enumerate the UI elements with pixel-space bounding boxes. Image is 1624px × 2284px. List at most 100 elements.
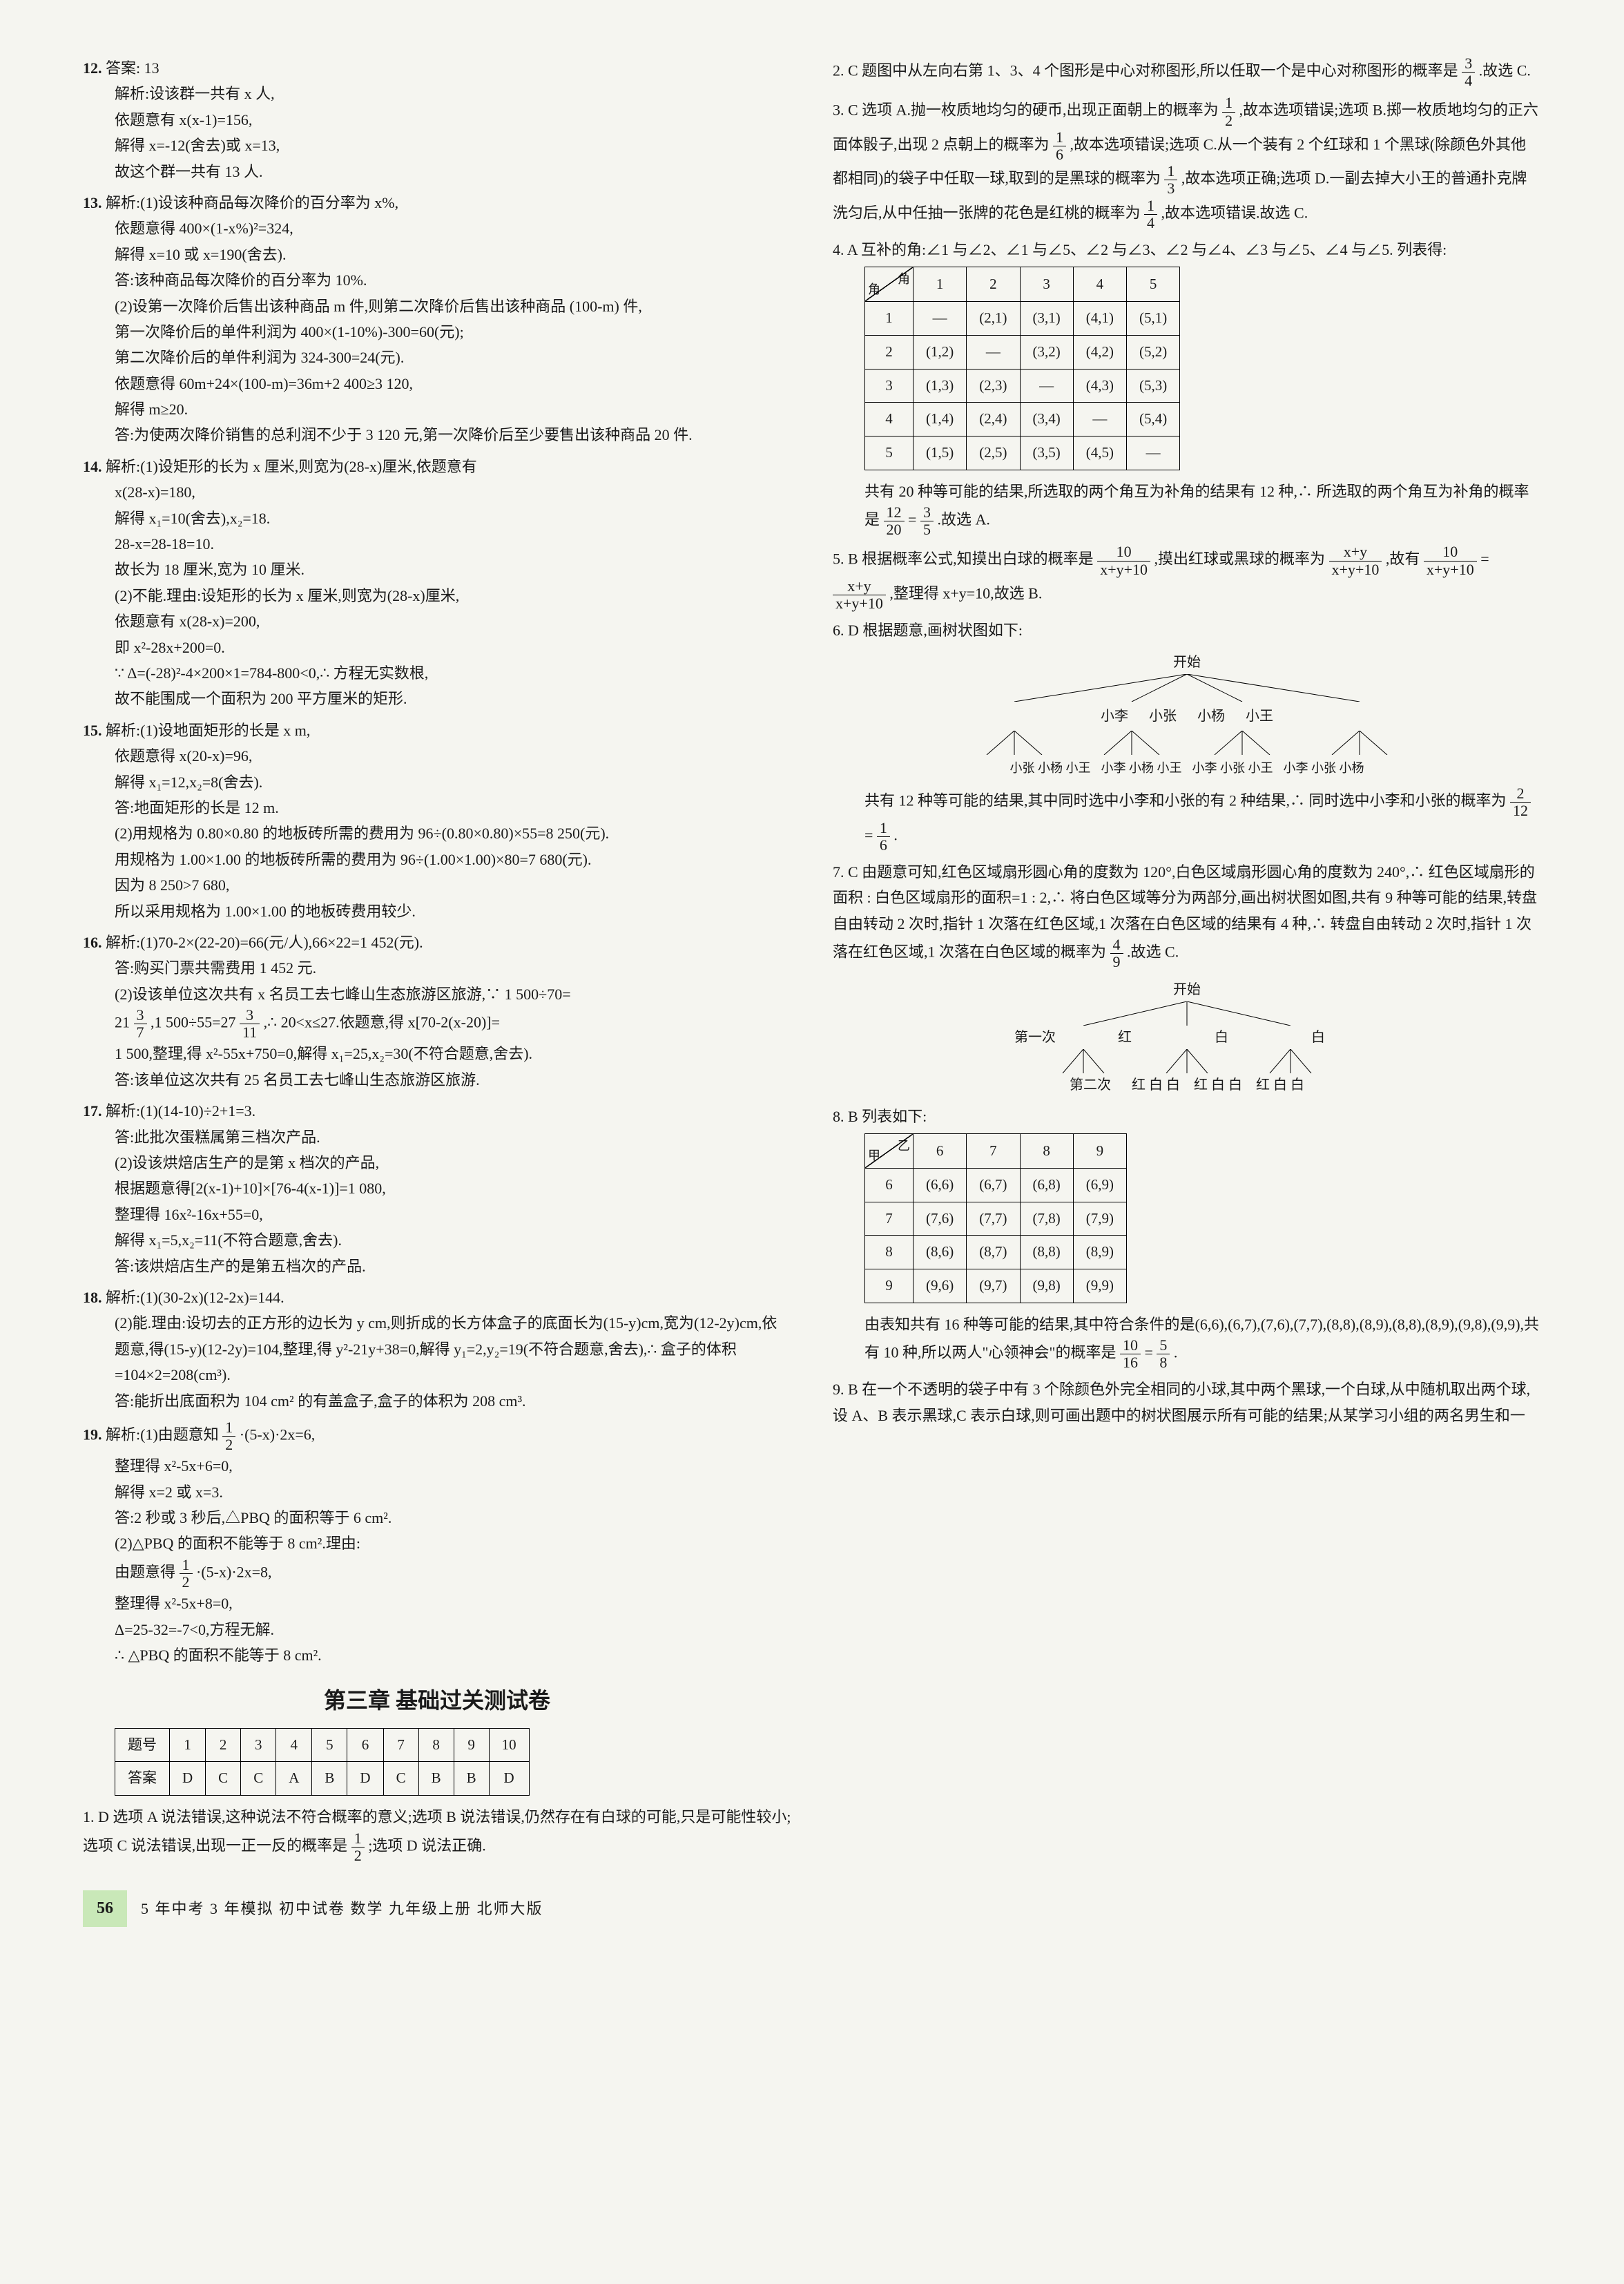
th-2: 2	[206, 1728, 241, 1762]
q7: 7. C 由题意可知,红色区域扇形圆心角的度数为 120°,白色区域扇形圆心角的…	[833, 859, 1541, 1097]
q19-l6: 由题意得 12 ·(5-x)·2x=8,	[83, 1557, 791, 1591]
q16-f-post: ,∴ 20<x≤27.依题意,得 x[70-2(x-20)]=	[264, 1014, 500, 1031]
q12-ans-label: 答案:	[106, 59, 140, 77]
table-row: 8(8,6)(8,7)(8,8)(8,9)	[865, 1236, 1127, 1269]
answer-table: 题号 1 2 3 4 5 6 7 8 9 10 答案 D C C A B D C	[115, 1728, 530, 1796]
q3-d3: 3	[1164, 180, 1177, 197]
tree-l2: 小张 小杨 小王 小李 小杨 小王 小李 小张 小王 小李 小张 小杨	[833, 758, 1541, 779]
q15: 15. 解析:(1)设地面矩形的长是 x m, 依题意得 x(20-x)=96,…	[83, 718, 791, 924]
c: (6,9)	[1073, 1168, 1126, 1202]
c: (6,6)	[914, 1168, 967, 1202]
tree-branch-icon	[1014, 1049, 1360, 1073]
tree-branch-icon	[1014, 1001, 1360, 1026]
c: (9,9)	[1073, 1269, 1126, 1303]
q16-f-mid: ,1 500÷55=27	[151, 1014, 235, 1031]
tn: 红 白 白	[1256, 1073, 1304, 1097]
q6-after: 共有 12 种等可能的结果,其中同时选中小李和小张的有 2 种结果,∴ 同时选中…	[833, 785, 1541, 854]
tn: 红 白 白	[1194, 1073, 1242, 1097]
q14-num: 14.	[83, 458, 106, 475]
tn: 小李 小杨 小王	[1101, 758, 1182, 779]
table-row: 题号 1 2 3 4 5 6 7 8 9 10	[115, 1728, 530, 1762]
table-row: 答案 D C C A B D C B B D	[115, 1762, 530, 1796]
q19-l8: Δ=25-32=-7<0,方程无解.	[83, 1617, 791, 1642]
q13-l4: (2)设第一次降价后售出该种商品 m 件,则第二次降价后售出该种商品 (100-…	[83, 294, 791, 319]
q4-h4: 5	[1127, 267, 1180, 302]
q3: 3. C 选项 A.抛一枚质地均匀的硬币,出现正面朝上的概率为 12 ,故本选项…	[833, 95, 1541, 231]
tree-l1-wrap: 第一次 红 白 白	[833, 1026, 1541, 1049]
q6-intro: 6. D 根据题意,画树状图如下:	[833, 617, 1541, 643]
q15-l2: 解得 x₁=12,x₂=8(舍去).	[83, 769, 791, 795]
q5-post: ,整理得 x+y=10,故选 B.	[889, 585, 1042, 602]
tr-8: B	[418, 1762, 454, 1796]
c: (4,2)	[1073, 335, 1126, 369]
tn: 小李 小张 小杨	[1284, 758, 1364, 779]
chapter-title: 第三章 基础过关测试卷	[83, 1682, 791, 1719]
tr-0: 答案	[115, 1762, 170, 1796]
c: (8,9)	[1073, 1236, 1126, 1269]
q15-l7: 所以采用规格为 1.00×1.00 的地板砖费用较少.	[83, 899, 791, 924]
q2-pre: 2. C 题图中从左向右第 1、3、4 个图形是中心对称图形,所以任取一个是中心…	[833, 62, 1458, 79]
c: 3	[865, 369, 914, 403]
table-row: 7(7,6)(7,7)(7,8)(7,9)	[865, 1202, 1127, 1236]
q3-p4p: ,故本选项错误.故选 C.	[1161, 204, 1308, 221]
c: (2,3)	[967, 369, 1020, 403]
q17-l5: 解得 x₁=5,x₂=11(不符合题意,舍去).	[83, 1227, 791, 1253]
tree-l1: 小李 小张 小杨 小王	[833, 704, 1541, 728]
q13-l8: 解得 m≥20.	[83, 396, 791, 422]
q4-after-post: .故选 A.	[937, 511, 989, 528]
th-10: 10	[489, 1728, 529, 1762]
q16: 16. 解析:(1)70-2×(22-20)=66(元/人),66×22=1 4…	[83, 930, 791, 1093]
q14-l3: 28-x=28-18=10.	[83, 531, 791, 557]
c: 5	[865, 436, 914, 470]
q18-num: 18.	[83, 1289, 106, 1306]
tn: 小张 小杨 小王	[1010, 758, 1091, 779]
q18: 18. 解析:(1)(30-2x)(12-2x)=144. (2)能.理由:设切…	[83, 1285, 791, 1414]
c: 1	[865, 302, 914, 336]
q14-l4: 故长为 18 厘米,宽为 10 厘米.	[83, 557, 791, 582]
tn: 小杨	[1197, 704, 1225, 728]
c: (6,7)	[967, 1168, 1020, 1202]
q13-l5: 第一次降价后的单件利润为 400×(1-10%)-300=60(元);	[83, 319, 791, 345]
table-row: 6(6,6)(6,7)(6,8)(6,9)	[865, 1168, 1127, 1202]
q19-l7: 整理得 x²-5x+8=0,	[83, 1591, 791, 1616]
q15-l5: 用规格为 1.00×1.00 的地板砖所需的费用为 96÷(1.00×1.00)…	[83, 847, 791, 872]
q14-l6: 依题意有 x(28-x)=200,	[83, 608, 791, 634]
tree-root: 开始	[833, 978, 1541, 1001]
tree-branch-icon	[945, 731, 1429, 755]
th-3: 3	[241, 1728, 276, 1762]
q8-table: 乙甲 6789 6(6,6)(6,7)(6,8)(6,9) 7(7,6)(7,7…	[864, 1133, 1127, 1303]
th-9: 9	[454, 1728, 489, 1762]
tn: 白	[1277, 1026, 1360, 1049]
q13-l0: 解析:(1)设该种商品每次降价的百分率为 x%,	[106, 194, 398, 211]
q5-d3: x+y+10	[1424, 562, 1477, 578]
q19-l6-post: ·(5-x)·2x=8,	[196, 1564, 272, 1581]
q5-n4: x+y	[833, 578, 886, 595]
q17-l0: 解析:(1)(14-10)÷2+1=3.	[106, 1102, 255, 1120]
c: (4,1)	[1073, 302, 1126, 336]
q3-d1: 2	[1222, 113, 1235, 129]
q17-l6: 答:该烘焙店生产的是第五档次的产品.	[83, 1254, 791, 1279]
right-column: 2. C 题图中从左向右第 1、3、4 个图形是中心对称图形,所以任取一个是中心…	[833, 55, 1541, 1870]
q16-l0: 解析:(1)70-2×(22-20)=66(元/人),66×22=1 452(元…	[106, 934, 423, 951]
table-row: 乙甲 6789	[865, 1133, 1127, 1168]
q19-f1d: 2	[222, 1437, 235, 1453]
q5-pre: 5. B 根据概率公式,知摸出白球的概率是	[833, 550, 1094, 568]
c: (7,7)	[967, 1202, 1020, 1236]
q15-l3: 答:地面矩形的长是 12 m.	[83, 795, 791, 820]
c: —	[967, 335, 1020, 369]
diag-cell: 乙甲	[865, 1133, 914, 1168]
q18-l0: 解析:(1)(30-2x)(12-2x)=144.	[106, 1289, 284, 1306]
q16-l4: 答:该单位这次共有 25 名员工去七峰山生态旅游区旅游.	[83, 1067, 791, 1093]
page-footer: 56 5 年中考 3 年模拟 初中试卷 数学 九年级上册 北师大版	[83, 1890, 1541, 1927]
tr-10: D	[489, 1762, 529, 1796]
table-row: 3(1,3)(2,3)—(4,3)(5,3)	[865, 369, 1180, 403]
c: (4,3)	[1073, 369, 1126, 403]
c: 8	[1020, 1133, 1073, 1168]
c: (3,5)	[1020, 436, 1073, 470]
q19-l4: 答:2 秒或 3 秒后,△PBQ 的面积等于 6 cm².	[83, 1505, 791, 1530]
table-row: 角角 12345	[865, 267, 1180, 302]
q9: 9. B 在一个不透明的袋子中有 3 个除颜色外完全相同的小球,其中两个黑球,一…	[833, 1376, 1541, 1428]
q5-d4: x+y+10	[833, 595, 886, 612]
c: 4	[865, 403, 914, 436]
q7-d: 9	[1110, 954, 1123, 970]
